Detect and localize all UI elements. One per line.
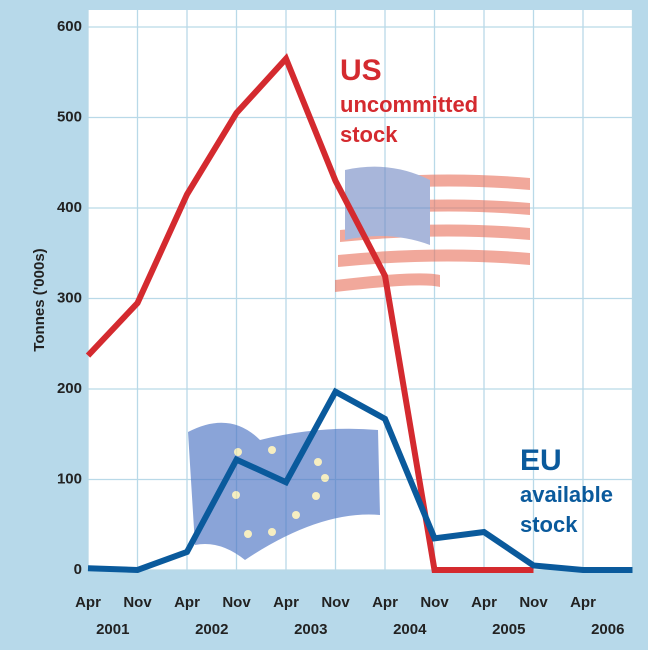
- series-note: stock: [340, 122, 398, 147]
- x-group-label: 2005: [492, 621, 525, 638]
- y-tick-label: 500: [57, 108, 82, 125]
- y-tick-label: 0: [74, 561, 82, 578]
- series-label: US: [340, 54, 382, 87]
- x-group-label: 2004: [393, 621, 427, 638]
- y-tick-label: 300: [57, 289, 82, 306]
- y-axis-label: Tonnes ('000s): [31, 248, 48, 351]
- series-label: EU: [520, 444, 562, 477]
- series-note: available: [520, 482, 613, 507]
- x-tick-label: Apr: [174, 594, 200, 611]
- x-group-label: 2003: [294, 621, 327, 638]
- chart: Tonnes ('000s) 0 100 200 300 400 500 600 Apr Nov…: [0, 0, 648, 650]
- x-tick-label: Nov: [222, 594, 251, 611]
- x-group-label: 2002: [195, 621, 228, 638]
- x-tick-label: Apr: [471, 594, 497, 611]
- x-tick-label: Apr: [75, 594, 101, 611]
- x-group-label: 2001: [96, 621, 129, 638]
- x-tick-label: Nov: [519, 594, 548, 611]
- y-tick-label: 400: [57, 199, 82, 216]
- x-tick-label: Nov: [123, 594, 152, 611]
- y-tick-label: 200: [57, 380, 82, 397]
- x-tick-label: Nov: [420, 594, 449, 611]
- series-note: stock: [520, 512, 578, 537]
- x-tick-label: Apr: [372, 594, 398, 611]
- series-note: uncommitted: [340, 92, 478, 117]
- y-tick-label: 600: [57, 18, 82, 35]
- x-group-label: 2006: [591, 621, 624, 638]
- x-tick-label: Apr: [273, 594, 299, 611]
- y-tick-label: 100: [57, 470, 82, 487]
- x-tick-label: Nov: [321, 594, 350, 611]
- x-tick-label: Apr: [570, 594, 596, 611]
